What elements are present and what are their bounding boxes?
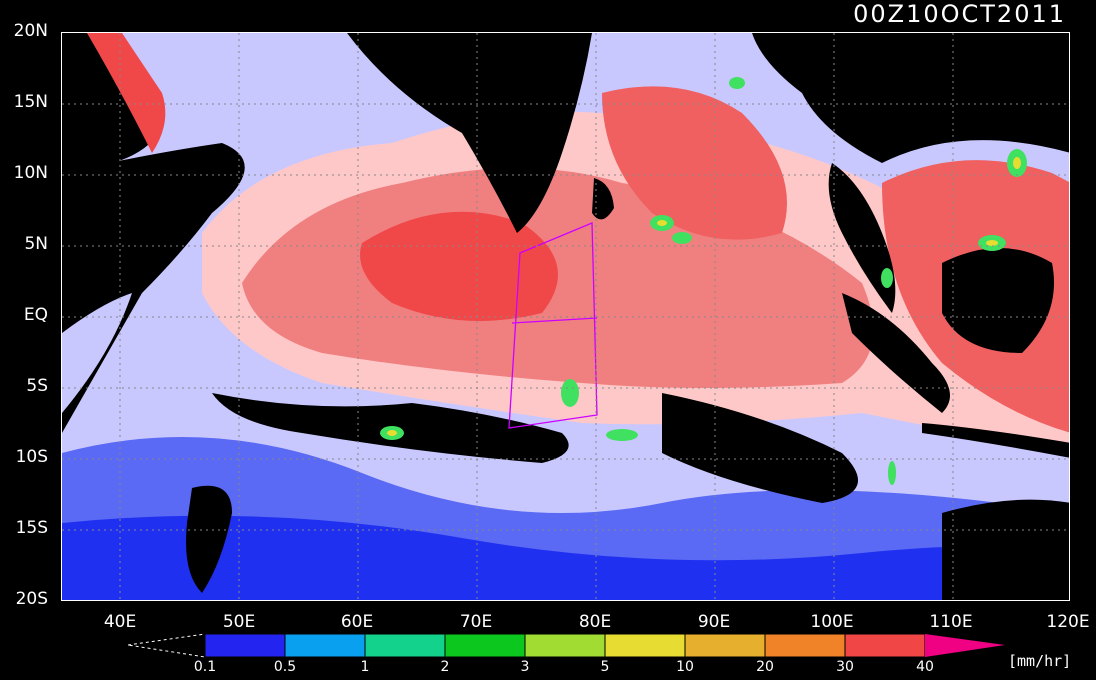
landmass-myanmar-thailand	[752, 33, 1069, 163]
landmass-east-africa-coast	[62, 293, 132, 413]
colorbar-label: 10	[676, 659, 694, 675]
rainfall-map	[61, 32, 1070, 601]
colorbar-label: 3	[520, 659, 530, 675]
rain-cell	[672, 232, 692, 244]
colorbar-swatch	[284, 633, 366, 658]
lat-label-5s: 5S	[26, 376, 48, 396]
colorbar-swatch	[764, 633, 846, 658]
landmass-malay-peninsula	[828, 163, 896, 313]
landmass-australia-nw	[942, 499, 1069, 600]
colorbar-lower-extension-triangle	[127, 633, 206, 658]
lat-label-15n: 15N	[13, 92, 48, 112]
landmass-madagascar	[186, 485, 232, 593]
lon-label-80e: 80E	[578, 612, 612, 632]
rain-cell-core	[986, 240, 998, 246]
map-gridlines	[62, 33, 1069, 600]
no-data-streak-2	[662, 393, 858, 503]
landmass-sumatra	[842, 293, 950, 413]
lon-label-50e: 50E	[222, 612, 256, 632]
convective-rain-cell-cores	[387, 157, 1021, 436]
colorbar-label: 5	[600, 659, 610, 675]
colorbar-swatches	[204, 633, 926, 658]
map-timestamp-title: 00Z10OCT2011	[853, 0, 1066, 28]
rain-cell-core	[657, 220, 667, 226]
colorbar-units: [mm/hr]	[1008, 652, 1072, 670]
colorbar-label: 0.5	[273, 659, 297, 675]
southern-lowest-rain-band	[62, 515, 1069, 600]
red-patch-bay-of-bengal	[602, 86, 787, 240]
rain-cell	[729, 77, 745, 89]
landmass-java	[922, 423, 1069, 458]
lat-label-10n: 10N	[13, 163, 48, 183]
colorbar-label: 30	[836, 659, 854, 675]
colorbar-upper-extension-triangle	[925, 634, 1005, 657]
lon-label-40e: 40E	[103, 612, 137, 632]
colorbar	[127, 633, 1005, 658]
lon-label-60e: 60E	[340, 612, 374, 632]
colorbar-swatch	[364, 633, 446, 658]
lat-label-20s: 20S	[15, 589, 48, 609]
landmass-horn-of-africa	[62, 143, 245, 433]
lat-label-5n: 5N	[24, 234, 48, 254]
rain-cell-core	[1013, 157, 1021, 169]
landmass-sri-lanka	[592, 178, 614, 220]
lon-label-90e: 90E	[697, 612, 731, 632]
colorbar-swatch	[524, 633, 606, 658]
lat-label-eq: EQ	[23, 305, 48, 325]
rain-cell	[881, 268, 893, 288]
lat-label-10s: 10S	[15, 447, 48, 467]
colorbar-label: 2	[440, 659, 450, 675]
analysis-region-outline	[508, 222, 598, 429]
colorbar-label: 40	[916, 659, 934, 675]
rain-cell	[606, 429, 638, 441]
highest-rain-core	[360, 211, 558, 321]
rain-cell-core	[387, 430, 397, 436]
lon-label-120e: 120E	[1046, 612, 1090, 632]
landmass-arabia	[62, 33, 162, 173]
colorbar-swatch	[684, 633, 766, 658]
landmass-borneo	[942, 248, 1054, 353]
colorbar-label: 20	[756, 659, 774, 675]
colorbar-swatch	[444, 633, 526, 658]
rainfall-map-canvas	[62, 33, 1069, 600]
lon-label-110e: 110E	[929, 612, 973, 632]
lon-label-100e: 100E	[810, 612, 854, 632]
rain-cell	[561, 379, 579, 407]
colorbar-swatch	[604, 633, 686, 658]
colorbar-label: 0.1	[193, 659, 217, 675]
lat-label-20n: 20N	[13, 21, 48, 41]
colorbar-swatch	[844, 633, 926, 658]
lon-label-70e: 70E	[459, 612, 493, 632]
landmass-red-sea-coast	[87, 33, 166, 153]
colorbar-label: 1	[360, 659, 370, 675]
rain-cell	[888, 461, 896, 485]
lat-label-15s: 15S	[15, 518, 48, 538]
colorbar-swatch	[204, 633, 286, 658]
landmass-india	[347, 33, 592, 233]
